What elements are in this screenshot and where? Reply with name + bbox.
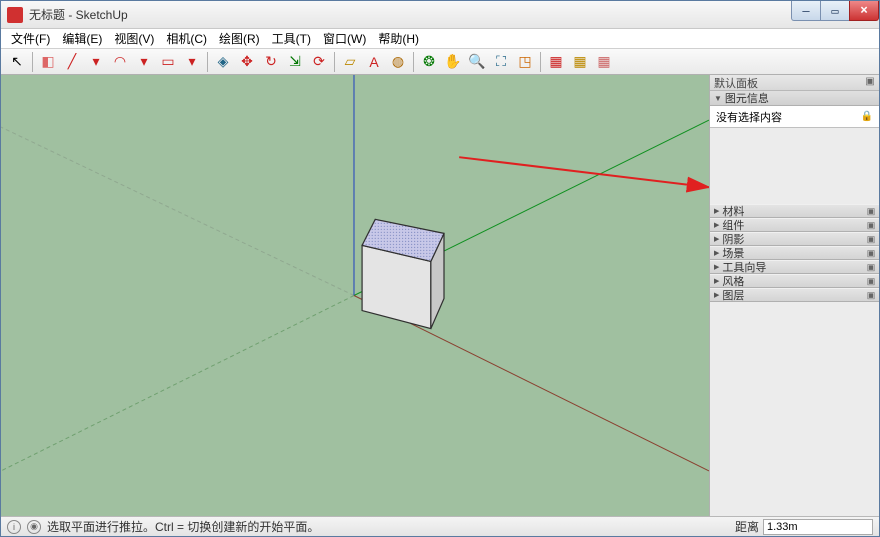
text-button[interactable]: A (363, 51, 385, 73)
entity-info-text: 没有选择内容 (716, 109, 782, 125)
maximize-button[interactable]: ▭ (820, 1, 850, 21)
minimize-button[interactable]: — (791, 1, 821, 21)
eraser-button[interactable]: ◧ (37, 51, 59, 73)
line-button[interactable]: ╱ (61, 51, 83, 73)
menu-item-1[interactable]: 编辑(E) (56, 28, 108, 49)
panel-item-x-icon[interactable]: ▣ (866, 248, 876, 258)
panel-item-x-icon[interactable]: ▣ (866, 290, 876, 300)
panel-item-3[interactable]: 场景▣ (710, 246, 879, 260)
panel-item-x-icon[interactable]: ▣ (866, 234, 876, 244)
panel-item-6[interactable]: 图层 ▣ (710, 288, 879, 302)
app-window: 无标题 - SketchUp — ▭ × 文件(F)编辑(E)视图(V)相机(C… (0, 0, 880, 537)
toolbar-sep (334, 52, 335, 72)
panel-item-x-icon[interactable]: ▣ (866, 276, 876, 286)
orbit-button[interactable]: ❂ (418, 51, 440, 73)
panel-item-1[interactable]: 组件▣ (710, 218, 879, 232)
panel-item-x-icon[interactable]: ▣ (866, 220, 876, 230)
tray-title: 默认面板 (714, 75, 758, 91)
rotate-button[interactable]: ↻ (260, 51, 282, 73)
menu-item-7[interactable]: 帮助(H) (372, 28, 425, 49)
toolbar-sep (32, 52, 33, 72)
menu-item-0[interactable]: 文件(F) (5, 28, 56, 49)
pan-button[interactable]: ✋ (442, 51, 464, 73)
lock-icon[interactable]: 🔒 (861, 111, 873, 122)
scale-button[interactable]: ⇲ (284, 51, 306, 73)
select-button[interactable]: ↖ (6, 51, 28, 73)
menu-item-3[interactable]: 相机(C) (160, 28, 213, 49)
side-panel: 默认面板 ▣ 图元信息 没有选择内容 🔒 材料▣组件▣阴影▣场景▣工具向导▣风格… (709, 75, 879, 516)
getmodels-button[interactable]: ▦ (545, 51, 567, 73)
scene-svg (1, 75, 709, 516)
entity-info-header[interactable]: 图元信息 (710, 91, 879, 106)
status-icon-user[interactable]: ◉ (27, 520, 41, 534)
entity-info-title: 图元信息 (725, 90, 769, 106)
measure-input[interactable] (763, 519, 873, 535)
entity-info-content: 没有选择内容 🔒 (710, 106, 879, 128)
window-controls: — ▭ × (792, 1, 879, 21)
tape-button[interactable]: ▱ (339, 51, 361, 73)
tray-header[interactable]: 默认面板 ▣ (710, 75, 879, 91)
pushpull-button[interactable]: ◈ (212, 51, 234, 73)
extensions-button[interactable]: ▦ (593, 51, 615, 73)
panel-item-0[interactable]: 材料▣ (710, 204, 879, 218)
zoom-window-button[interactable]: ◳ (514, 51, 536, 73)
app-icon (7, 7, 23, 23)
menu-item-2[interactable]: 视图(V) (108, 28, 160, 49)
arc-dd-button[interactable]: ▾ (133, 51, 155, 73)
viewport[interactable] (1, 75, 709, 516)
toolbar: ↖◧╱▾◠▾▭▾◈✥↻⇲⟳▱A◍❂✋🔍⛶◳▦▦▦ (1, 49, 879, 75)
status-hint: 选取平面进行推拉。Ctrl = 切换创建新的开始平面。 (47, 518, 319, 535)
status-icon-info[interactable]: i (7, 520, 21, 534)
panel-item-x-icon[interactable]: ▣ (866, 206, 876, 216)
panel-item-label: 图层 (722, 287, 744, 303)
status-left: i ◉ 选取平面进行推拉。Ctrl = 切换创建新的开始平面。 (7, 518, 319, 535)
arc-button[interactable]: ◠ (109, 51, 131, 73)
panel-item-5[interactable]: 风格▣ (710, 274, 879, 288)
statusbar: i ◉ 选取平面进行推拉。Ctrl = 切换创建新的开始平面。 距离 (1, 516, 879, 536)
menubar: 文件(F)编辑(E)视图(V)相机(C)绘图(R)工具(T)窗口(W)帮助(H) (1, 29, 879, 49)
zoom-extents-button[interactable]: ⛶ (490, 51, 512, 73)
window-title: 无标题 - SketchUp (29, 6, 128, 23)
offset-button[interactable]: ⟳ (308, 51, 330, 73)
zoom-button[interactable]: 🔍 (466, 51, 488, 73)
paint-button[interactable]: ◍ (387, 51, 409, 73)
panel-item-x-icon[interactable]: ▣ (866, 262, 876, 272)
toolbar-sep (413, 52, 414, 72)
close-button[interactable]: × (849, 1, 879, 21)
panel-item-2[interactable]: 阴影▣ (710, 232, 879, 246)
line-dd-button[interactable]: ▾ (85, 51, 107, 73)
menu-item-6[interactable]: 窗口(W) (317, 28, 372, 49)
rect-button[interactable]: ▭ (157, 51, 179, 73)
panel-item-4[interactable]: 工具向导▣ (710, 260, 879, 274)
toolbar-sep (540, 52, 541, 72)
rect-dd-button[interactable]: ▾ (181, 51, 203, 73)
move-button[interactable]: ✥ (236, 51, 258, 73)
tray-close-icon[interactable]: ▣ (864, 76, 876, 88)
titlebar[interactable]: 无标题 - SketchUp — ▭ × (1, 1, 879, 29)
main-area: 默认面板 ▣ 图元信息 没有选择内容 🔒 材料▣组件▣阴影▣场景▣工具向导▣风格… (1, 75, 879, 516)
share-button[interactable]: ▦ (569, 51, 591, 73)
menu-item-5[interactable]: 工具(T) (266, 28, 317, 49)
menu-item-4[interactable]: 绘图(R) (213, 28, 266, 49)
toolbar-sep (207, 52, 208, 72)
panel-gap (710, 128, 879, 204)
panel-list: 材料▣组件▣阴影▣场景▣工具向导▣风格▣图层 ▣ (710, 204, 879, 302)
panel-fill (710, 302, 879, 516)
measure-label: 距离 (735, 518, 759, 535)
status-right: 距离 (735, 518, 873, 535)
